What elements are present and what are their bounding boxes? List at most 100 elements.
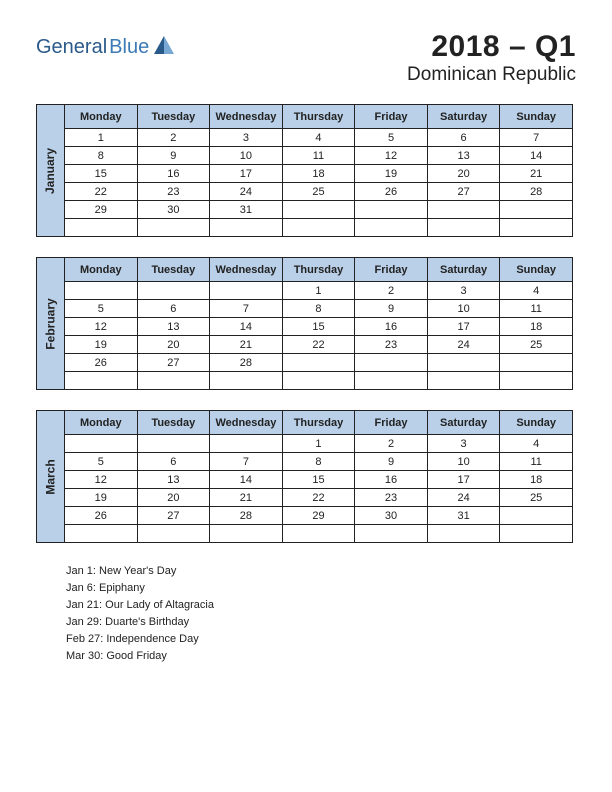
holiday-item: Jan 1: New Year's Day	[66, 563, 576, 580]
day-cell: 20	[137, 336, 210, 354]
day-cell	[355, 201, 428, 219]
day-cell: 15	[282, 318, 355, 336]
day-cell: 4	[500, 435, 573, 453]
day-cell	[137, 525, 210, 543]
day-cell: 25	[282, 183, 355, 201]
weekday-header: Saturday	[427, 105, 500, 129]
table-row: 12131415161718	[65, 471, 573, 489]
day-cell: 24	[210, 183, 283, 201]
day-cell	[282, 372, 355, 390]
day-cell: 16	[137, 165, 210, 183]
day-cell: 6	[427, 129, 500, 147]
day-cell: 31	[210, 201, 283, 219]
day-cell: 5	[65, 453, 138, 471]
table-row	[65, 372, 573, 390]
table-row: 15161718192021	[65, 165, 573, 183]
day-cell: 3	[427, 435, 500, 453]
day-cell: 23	[355, 336, 428, 354]
header: General Blue 2018 – Q1 Dominican Republi…	[36, 30, 576, 86]
day-cell: 11	[282, 147, 355, 165]
year-quarter: 2018 – Q1	[407, 30, 576, 64]
day-cell: 13	[427, 147, 500, 165]
day-cell	[65, 372, 138, 390]
table-row: 1234	[65, 282, 573, 300]
day-cell: 28	[210, 507, 283, 525]
month-label: February	[36, 257, 64, 390]
day-cell: 5	[355, 129, 428, 147]
table-row: 567891011	[65, 300, 573, 318]
day-cell: 27	[137, 507, 210, 525]
day-cell: 6	[137, 453, 210, 471]
title-block: 2018 – Q1 Dominican Republic	[407, 30, 576, 86]
table-row: 19202122232425	[65, 489, 573, 507]
weekday-header: Wednesday	[210, 411, 283, 435]
day-cell: 23	[355, 489, 428, 507]
holiday-item: Mar 30: Good Friday	[66, 648, 576, 665]
weekday-header: Thursday	[282, 105, 355, 129]
day-cell: 27	[427, 183, 500, 201]
month-name: February	[44, 298, 58, 349]
day-cell	[427, 201, 500, 219]
day-cell: 1	[65, 129, 138, 147]
day-cell: 12	[355, 147, 428, 165]
day-cell	[65, 282, 138, 300]
day-cell: 19	[65, 336, 138, 354]
calendar-table: MondayTuesdayWednesdayThursdayFridaySatu…	[64, 410, 573, 543]
table-row: 262728293031	[65, 507, 573, 525]
day-cell: 1	[282, 282, 355, 300]
day-cell	[282, 354, 355, 372]
day-cell: 12	[65, 318, 138, 336]
table-row: 22232425262728	[65, 183, 573, 201]
day-cell: 11	[500, 300, 573, 318]
logo-text-blue: Blue	[109, 36, 149, 59]
day-cell: 7	[210, 300, 283, 318]
day-cell	[500, 354, 573, 372]
day-cell: 14	[500, 147, 573, 165]
day-cell: 30	[137, 201, 210, 219]
day-cell	[210, 219, 283, 237]
day-cell	[65, 525, 138, 543]
month-label: March	[36, 410, 64, 543]
day-cell: 12	[65, 471, 138, 489]
day-cell: 24	[427, 336, 500, 354]
day-cell	[427, 525, 500, 543]
day-cell: 16	[355, 471, 428, 489]
logo-triangle-icon	[154, 36, 174, 59]
day-cell: 2	[355, 282, 428, 300]
day-cell	[500, 525, 573, 543]
table-row: 19202122232425	[65, 336, 573, 354]
day-cell: 2	[355, 435, 428, 453]
day-cell	[282, 219, 355, 237]
day-cell	[65, 435, 138, 453]
weekday-header: Tuesday	[137, 258, 210, 282]
weekday-header: Tuesday	[137, 411, 210, 435]
month-name: January	[44, 147, 58, 193]
day-cell: 26	[355, 183, 428, 201]
weekday-header: Sunday	[500, 105, 573, 129]
day-cell: 15	[282, 471, 355, 489]
weekday-header: Thursday	[282, 258, 355, 282]
day-cell	[355, 219, 428, 237]
day-cell	[282, 525, 355, 543]
weekday-header: Wednesday	[210, 105, 283, 129]
logo: General Blue	[36, 36, 174, 59]
day-cell: 10	[210, 147, 283, 165]
day-cell: 5	[65, 300, 138, 318]
day-cell: 21	[210, 336, 283, 354]
logo-text-general: General	[36, 36, 107, 59]
table-row: 262728	[65, 354, 573, 372]
day-cell: 30	[355, 507, 428, 525]
day-cell: 25	[500, 489, 573, 507]
day-cell: 26	[65, 507, 138, 525]
day-cell	[137, 282, 210, 300]
day-cell	[65, 219, 138, 237]
weekday-header: Saturday	[427, 411, 500, 435]
holiday-item: Jan 21: Our Lady of Altagracia	[66, 597, 576, 614]
month-block: MarchMondayTuesdayWednesdayThursdayFrida…	[36, 410, 576, 543]
country-name: Dominican Republic	[407, 64, 576, 86]
day-cell	[500, 507, 573, 525]
month-block: January MondayTuesdayWednesdayThursdayFri…	[36, 104, 576, 237]
calendar-table: MondayTuesdayWednesdayThursdayFridaySatu…	[64, 104, 573, 237]
day-cell: 15	[65, 165, 138, 183]
day-cell: 4	[500, 282, 573, 300]
